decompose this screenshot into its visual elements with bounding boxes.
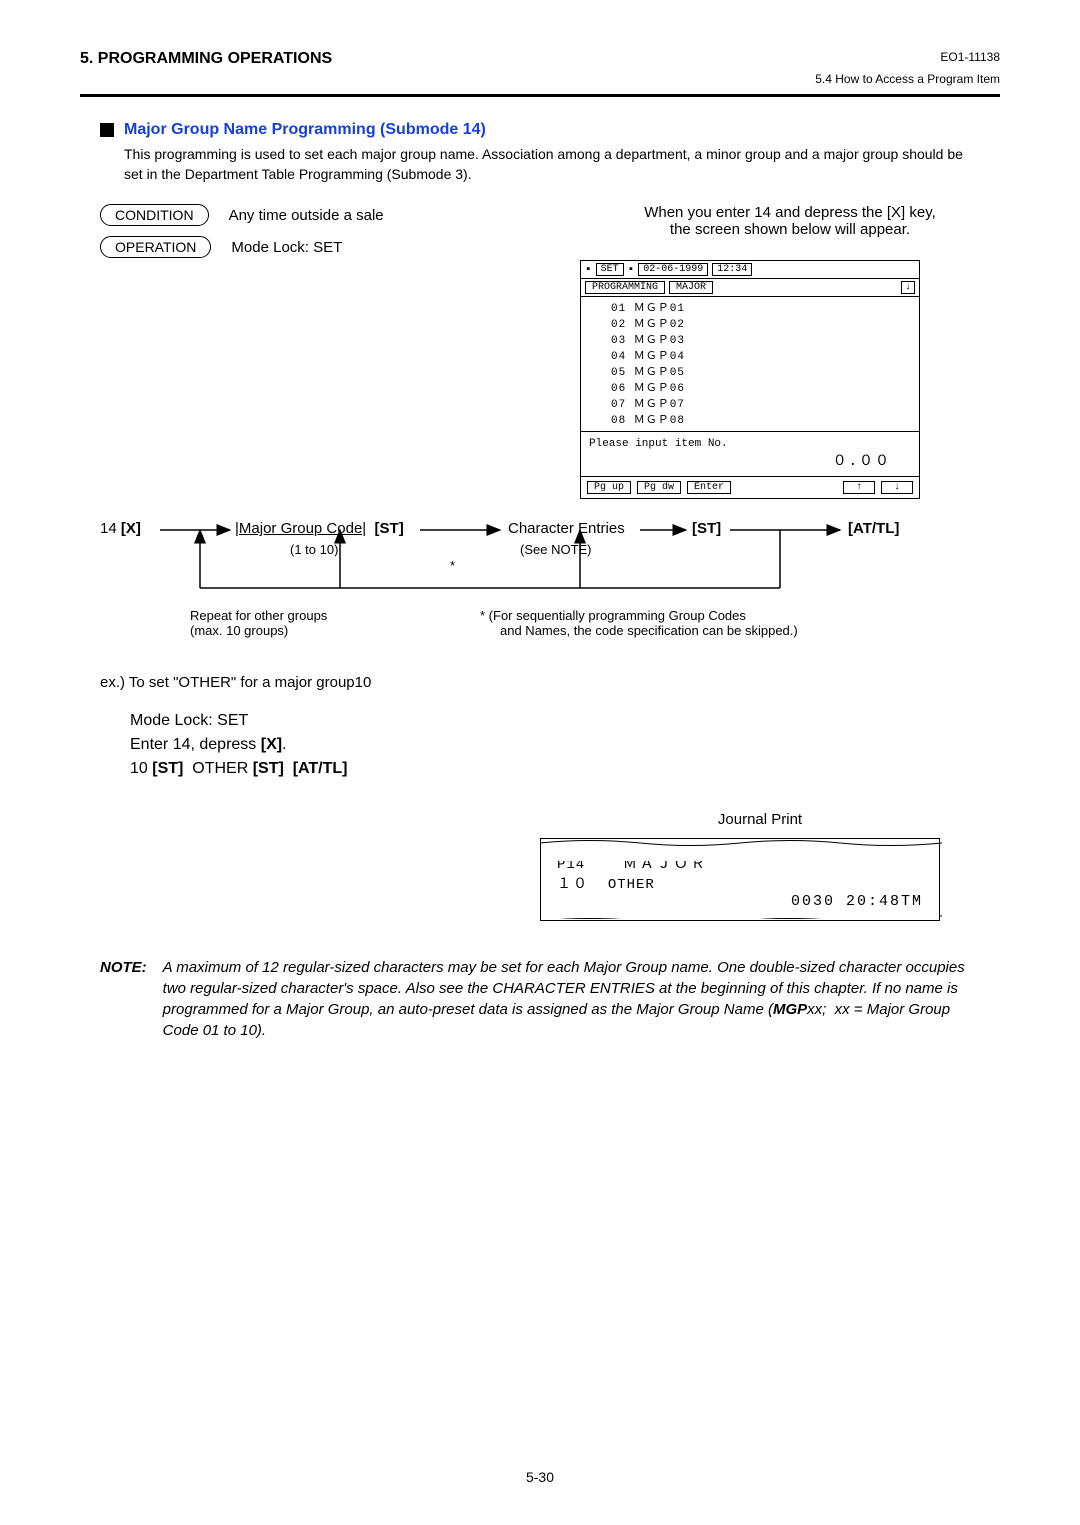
screen-preview: ▪ SET ▪ 02-06-1999 12:34 PROGRAMMING MAJ… xyxy=(580,260,920,499)
seq-note-1: * (For sequentially programming Group Co… xyxy=(480,608,746,623)
st-key-2: [ST] xyxy=(692,520,721,537)
char-entries: Character Entries xyxy=(508,520,625,537)
list-item: 08 ＭＧＰ08 xyxy=(611,411,907,427)
flow-14: 14 xyxy=(100,520,117,537)
journal-receipt: P14 ＭＡＪＯＲ １０ OTHER 0030 20:48TM xyxy=(540,838,940,921)
example-heading: ex.) To set "OTHER" for a major group10 xyxy=(100,674,980,691)
dot-icon: ▪ xyxy=(628,264,635,276)
pgdw-button[interactable]: Pg dw xyxy=(637,481,681,494)
journal-major: ＭＡＪＯＲ xyxy=(623,857,708,873)
topic-title: Major Group Name Programming (Submode 14… xyxy=(124,121,486,139)
header-rule xyxy=(80,94,1000,97)
repeat-1: Repeat for other groups xyxy=(190,608,327,623)
receipt-edge-bottom xyxy=(540,911,942,921)
attl-key: [AT/TL] xyxy=(848,520,899,537)
topic-bullet xyxy=(100,123,114,137)
journal-footer: 0030 20:48TM xyxy=(557,893,923,910)
entry-note: When you enter 14 and depress the [X] ke… xyxy=(580,204,1000,238)
journal-other: OTHER xyxy=(608,877,655,893)
list-item: 06 ＭＧＰ06 xyxy=(611,379,907,395)
subsection-label: 5.4 How to Access a Program Item xyxy=(80,72,1000,86)
group-code-label: |Major Group Code| xyxy=(235,520,366,537)
programming-label: PROGRAMMING xyxy=(585,281,665,294)
list-item: 07 ＭＧＰ07 xyxy=(611,395,907,411)
x-key: [X] xyxy=(121,520,141,537)
journal-print-label: Journal Print xyxy=(540,811,980,828)
entry-note-1: When you enter 14 and depress the [X] ke… xyxy=(644,204,936,221)
entry-note-2: the screen shown below will appear. xyxy=(670,221,910,238)
down-arrow-button[interactable]: ↓ xyxy=(881,481,913,494)
repeat-2: (max. 10 groups) xyxy=(190,623,288,638)
list-item: 04 ＭＧＰ04 xyxy=(611,347,907,363)
up-arrow-button[interactable]: ↑ xyxy=(843,481,875,494)
section-title: 5. PROGRAMMING OPERATIONS xyxy=(80,50,332,68)
screen-list: 01 ＭＧＰ01 02 ＭＧＰ02 03 ＭＧＰ03 04 ＭＧＰ04 05 Ｍ… xyxy=(581,297,919,432)
note-text: A maximum of 12 regular-sized characters… xyxy=(163,957,980,1041)
dot-icon: ▪ xyxy=(585,264,592,276)
condition-pill: CONDITION xyxy=(100,204,209,226)
list-item: 05 ＭＧＰ05 xyxy=(611,363,907,379)
note-label: NOTE: xyxy=(100,957,147,1041)
st-key-1: [ST] xyxy=(375,520,404,537)
pgup-button[interactable]: Pg up xyxy=(587,481,631,494)
receipt-edge-top xyxy=(540,838,942,848)
list-item: 02 ＭＧＰ02 xyxy=(611,315,907,331)
asterisk: * xyxy=(450,558,455,573)
enter-button[interactable]: Enter xyxy=(687,481,731,494)
condition-text: Any time outside a sale xyxy=(229,207,384,224)
group-range: (1 to 10) xyxy=(290,542,338,557)
doc-code: EO1-11138 xyxy=(940,50,1000,64)
page-number: 5-30 xyxy=(0,1469,1080,1485)
intro-text: This programming is used to set each maj… xyxy=(100,145,980,184)
seq-note-2: and Names, the code specification can be… xyxy=(480,623,798,638)
see-note: (See NOTE) xyxy=(520,542,592,557)
screen-time: 12:34 xyxy=(712,263,752,276)
screen-prompt: Please input item No. xyxy=(589,438,911,450)
operation-pill: OPERATION xyxy=(100,236,211,258)
major-label: MAJOR xyxy=(669,281,713,294)
example-seq: 10 [ST] OTHER [ST] [AT/TL] xyxy=(130,757,980,781)
example-mode: Mode Lock: SET xyxy=(130,709,980,733)
example-enter: Enter 14, depress [X]. xyxy=(130,733,980,757)
journal-10: １０ xyxy=(557,877,589,893)
set-label: SET xyxy=(596,263,624,276)
screen-value: ０.００ xyxy=(589,450,911,470)
scroll-down-icon: ↓ xyxy=(901,281,915,294)
list-item: 01 ＭＧＰ01 xyxy=(611,299,907,315)
journal-p14: P14 xyxy=(557,857,585,873)
screen-date: 02-06-1999 xyxy=(638,263,708,276)
flow-diagram: 14 [X] |Major Group Code| [ST] (1 to 10)… xyxy=(100,518,980,658)
list-item: 03 ＭＧＰ03 xyxy=(611,331,907,347)
operation-text: Mode Lock: SET xyxy=(231,239,342,256)
